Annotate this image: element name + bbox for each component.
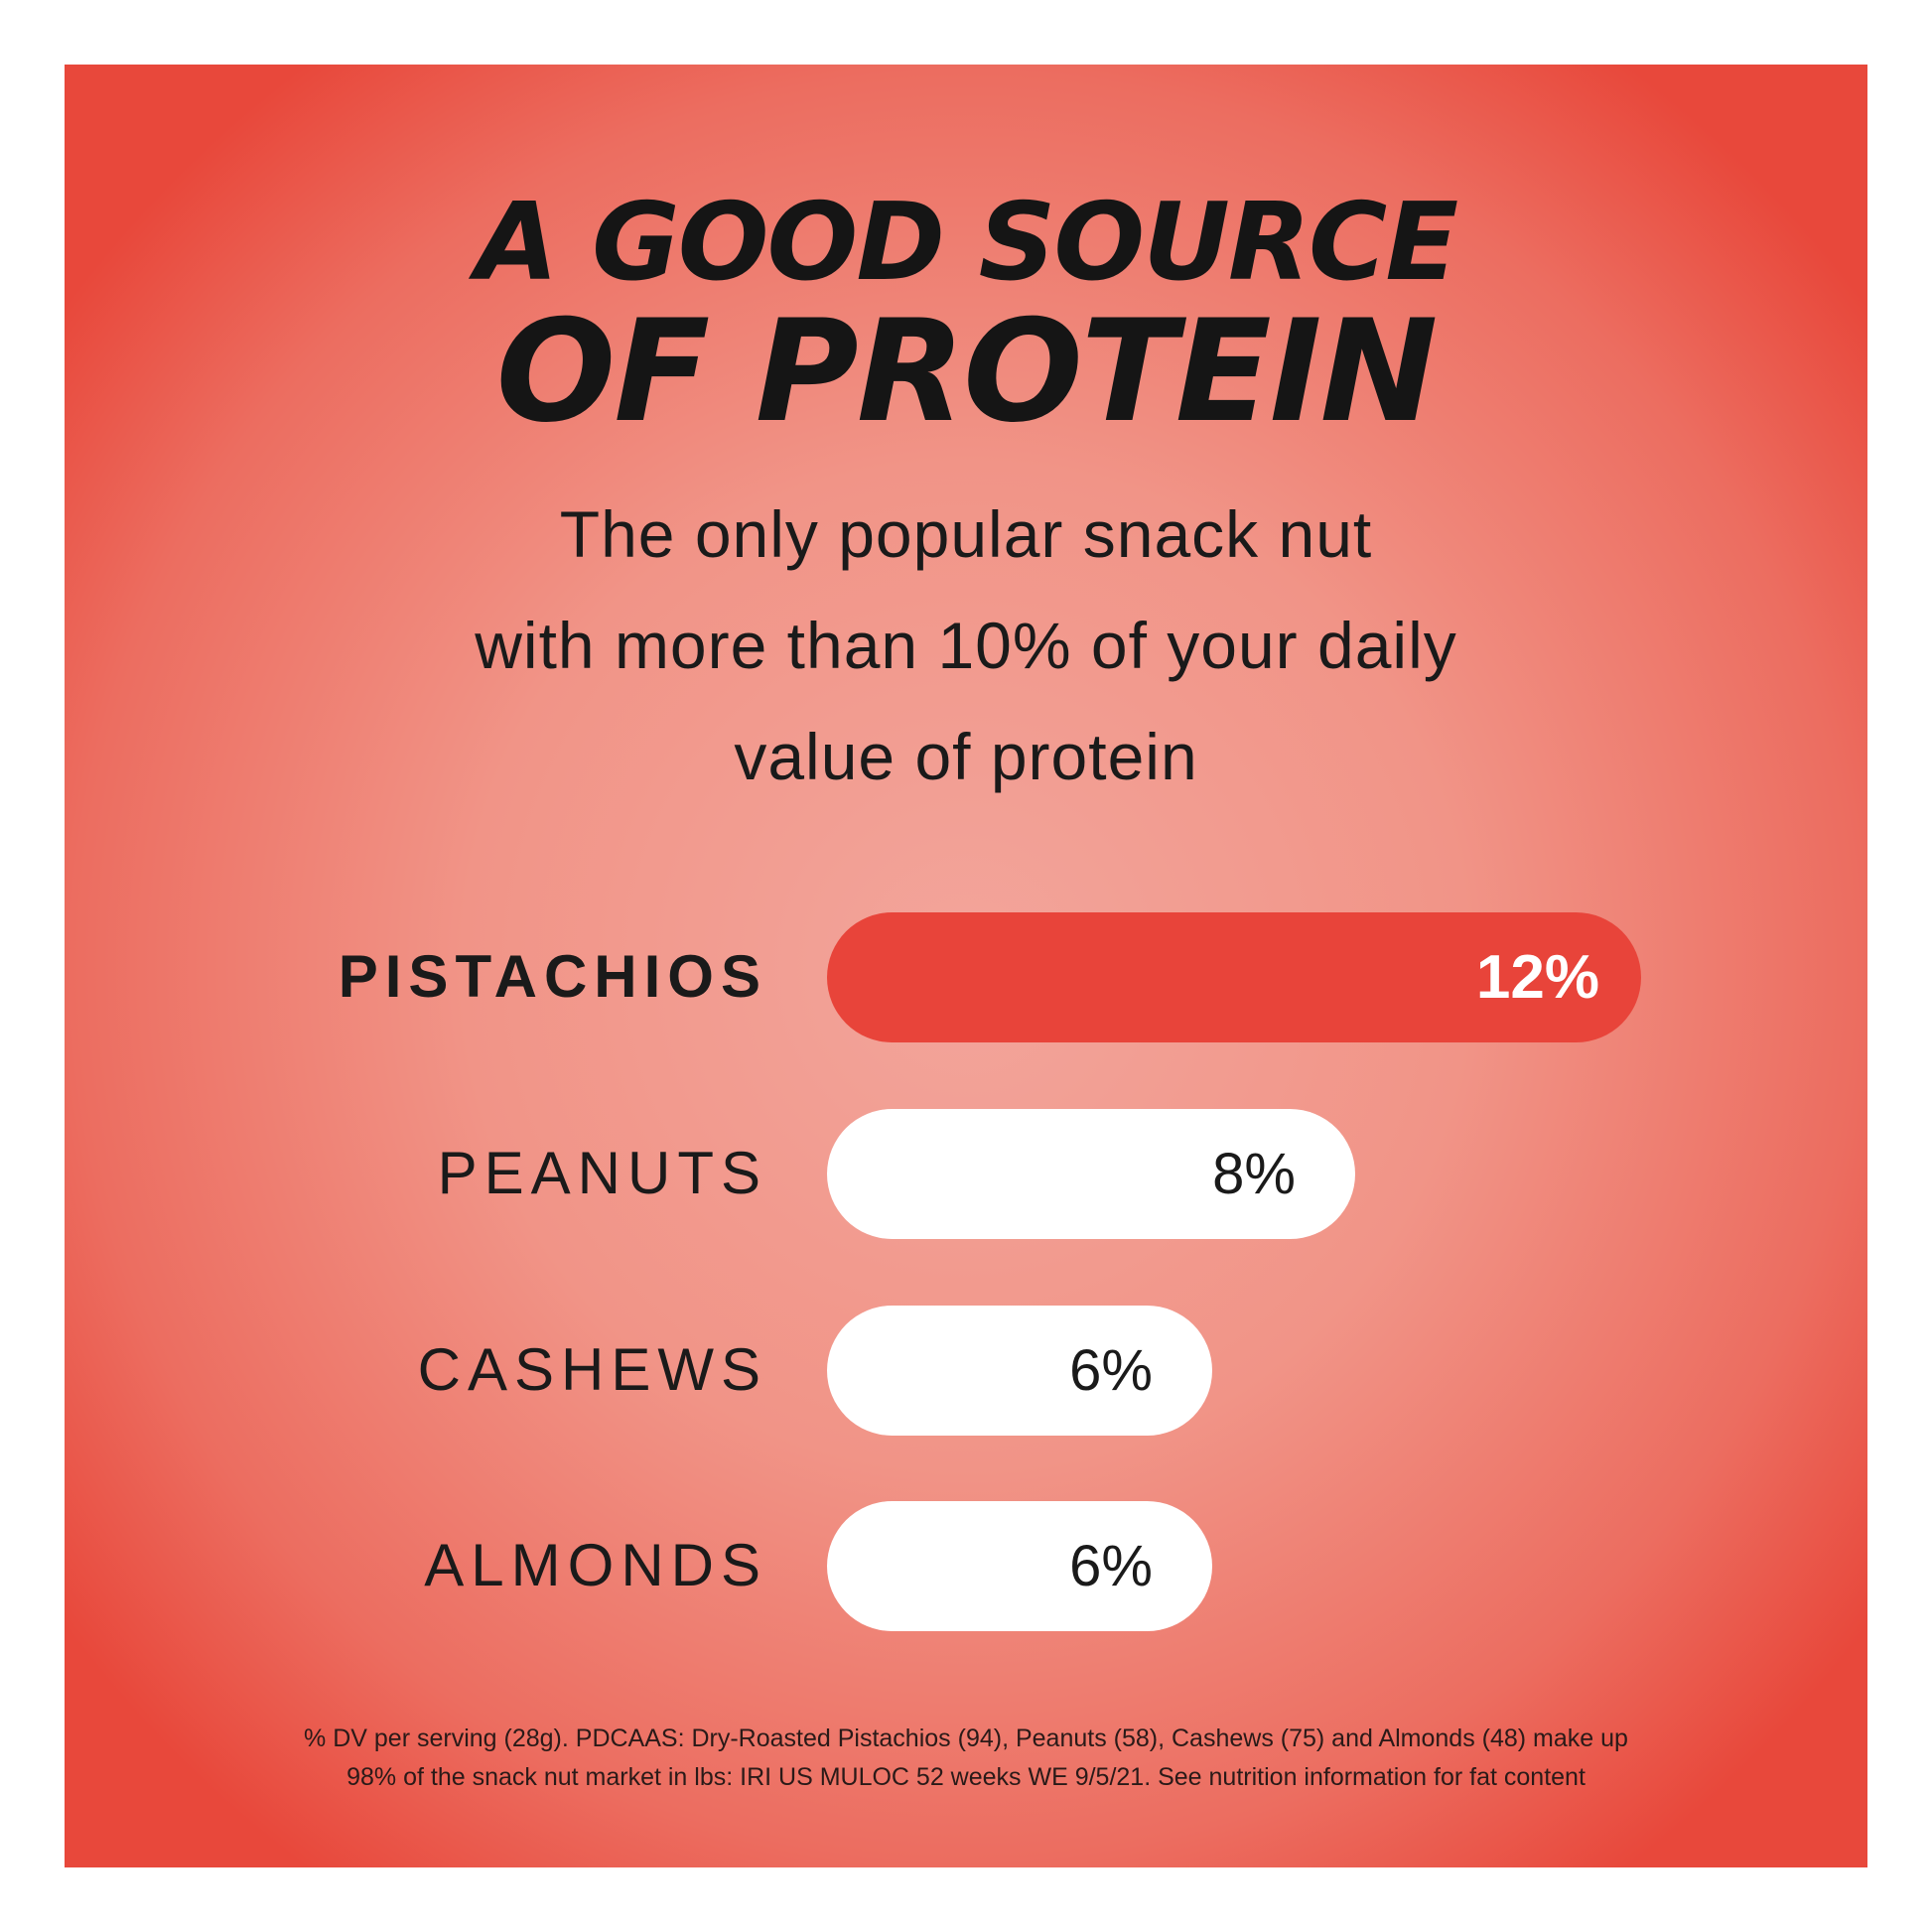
- subtitle-line-2: with more than 10% of your daily: [475, 609, 1457, 682]
- bar-almonds: 6%: [827, 1501, 1212, 1631]
- category-label: PEANUTS: [437, 1140, 767, 1206]
- bar-cashews: 6%: [827, 1306, 1212, 1436]
- bar-peanuts: 8%: [827, 1109, 1355, 1239]
- value-label: 6%: [1069, 1338, 1153, 1403]
- value-label: 6%: [1069, 1534, 1153, 1598]
- title-line-1: A GOOD SOURCE: [475, 181, 1458, 305]
- value-label: 12%: [1475, 943, 1599, 1012]
- footnote-line-2: 98% of the snack nut market in lbs: IRI …: [346, 1763, 1586, 1791]
- footnote-line-1: % DV per serving (28g). PDCAAS: Dry-Roas…: [304, 1725, 1628, 1752]
- bar-pistachios: 12%: [827, 912, 1641, 1042]
- value-label: 8%: [1212, 1142, 1296, 1206]
- category-label: PISTACHIOS: [338, 943, 767, 1010]
- category-label: ALMONDS: [424, 1532, 767, 1598]
- subtitle-line-3: value of protein: [734, 720, 1198, 793]
- category-label: CASHEWS: [417, 1336, 767, 1403]
- title-line-2: OF PROTEIN: [495, 290, 1439, 454]
- subtitle-line-1: The only popular snack nut: [559, 497, 1373, 571]
